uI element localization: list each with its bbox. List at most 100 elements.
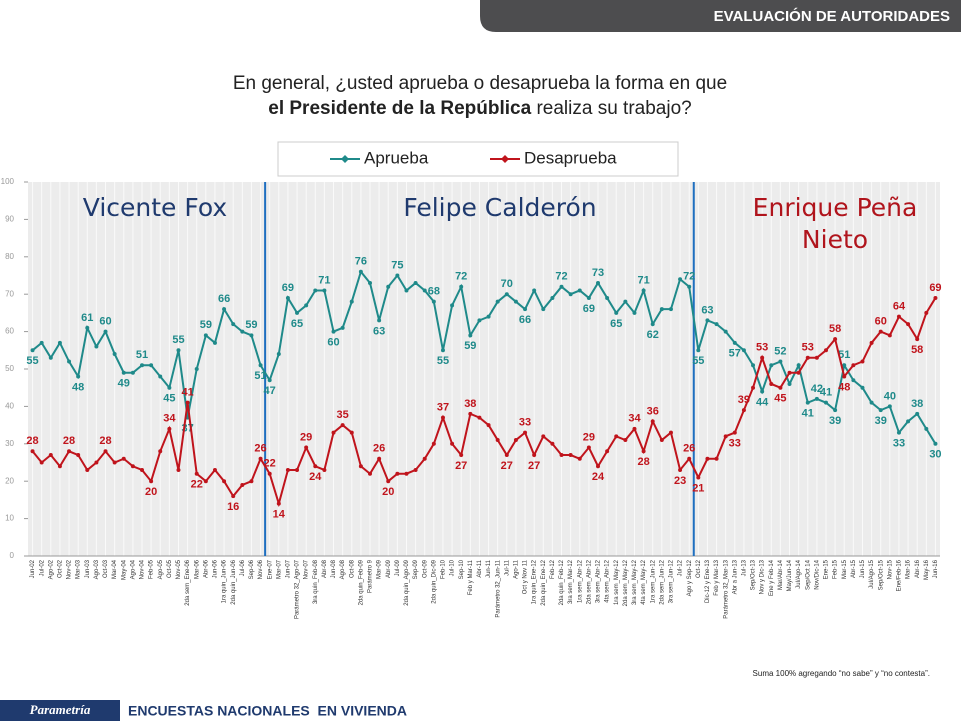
- point: [176, 467, 181, 472]
- data-label: 60: [875, 316, 887, 328]
- data-label: 62: [647, 329, 659, 341]
- point: [504, 292, 509, 297]
- series-line: [31, 269, 937, 445]
- point: [741, 408, 746, 413]
- x-tick-label: Sep/Oct 14: [805, 559, 811, 590]
- x-tick-label: Jun-07: [285, 559, 291, 578]
- x-tick-label: Jul/Ago-15: [869, 559, 875, 588]
- data-label: 41: [802, 408, 814, 420]
- point: [568, 292, 573, 297]
- point: [258, 456, 263, 461]
- x-tick-label: Ago-11: [513, 559, 519, 579]
- point: [896, 314, 901, 319]
- point: [769, 381, 774, 386]
- data-label: 72: [455, 271, 467, 283]
- data-label: 72: [555, 271, 567, 283]
- data-label: 14: [273, 509, 286, 521]
- data-label: 33: [519, 416, 531, 428]
- point: [906, 419, 911, 424]
- x-tick-label: Sep-06: [249, 559, 255, 579]
- x-tick-label: Feb y Mar-11: [468, 559, 474, 595]
- x-tick-label: 1ra quin_Ene-12: [532, 559, 538, 604]
- x-tick-label: Oct-02: [57, 559, 63, 578]
- point: [121, 370, 126, 375]
- data-label: 68: [428, 286, 440, 298]
- data-label: 65: [610, 318, 622, 330]
- data-label: 28: [637, 456, 649, 468]
- y-tick-label: 0: [10, 551, 15, 560]
- point: [431, 441, 436, 446]
- point: [760, 389, 765, 394]
- x-tick-label: Jun-02: [30, 559, 36, 578]
- data-label: 36: [647, 405, 659, 417]
- x-tick-label: Jul/Ago-14: [796, 559, 802, 588]
- data-label: 73: [592, 267, 604, 279]
- x-tick-label: Jul-13: [741, 559, 747, 576]
- x-tick-label: Nov-02: [67, 559, 73, 579]
- data-label: 59: [464, 340, 476, 352]
- point: [158, 449, 163, 454]
- legend-marker: [341, 155, 349, 163]
- point: [395, 471, 400, 476]
- x-tick-label: Oct-03: [103, 559, 109, 578]
- data-label: 22: [191, 479, 203, 491]
- point: [267, 471, 272, 476]
- point: [295, 310, 300, 315]
- point: [550, 441, 555, 446]
- point: [714, 322, 719, 327]
- point: [568, 453, 573, 458]
- x-tick-label: Nov-05: [176, 559, 182, 579]
- point: [322, 467, 327, 472]
- point: [358, 464, 363, 469]
- x-tick-label: 4ta sem_Abr-12: [605, 559, 611, 602]
- point: [559, 453, 564, 458]
- point: [194, 471, 199, 476]
- note: Suma 100% agregando “no sabe” y “no cont…: [753, 669, 930, 678]
- point: [258, 363, 263, 368]
- y-tick-label: 40: [5, 402, 14, 411]
- point: [896, 430, 901, 435]
- data-label: 58: [911, 344, 923, 356]
- data-label: 24: [309, 471, 322, 483]
- footer-brand: Parametría: [30, 702, 91, 717]
- point: [76, 374, 81, 379]
- data-label: 42: [811, 383, 823, 395]
- point: [249, 479, 254, 484]
- point: [641, 449, 646, 454]
- point: [57, 464, 62, 469]
- point: [30, 348, 35, 353]
- point: [285, 295, 290, 300]
- point: [824, 348, 828, 353]
- data-label: 69: [929, 282, 941, 294]
- point: [67, 359, 72, 364]
- x-tick-label: Sep-10: [459, 559, 465, 579]
- x-tick-label: Parámetro 32_Mar-13: [723, 559, 729, 618]
- x-tick-label: Ago y Sep-12: [687, 559, 693, 596]
- x-tick-label: Parámetro 9: [368, 559, 374, 593]
- data-label: 55: [26, 355, 38, 367]
- legend-label: Desaprueba: [524, 148, 617, 167]
- x-tick-label: Jun-16: [933, 559, 939, 578]
- point: [331, 430, 336, 435]
- point: [915, 337, 920, 342]
- x-tick-label: Oct-09: [422, 559, 428, 578]
- point: [586, 445, 591, 450]
- header-bar: [480, 0, 961, 32]
- point: [140, 467, 144, 472]
- x-tick-label: Ago-08: [340, 559, 346, 579]
- point: [933, 295, 938, 300]
- x-tick-label: Feb y Mar-13: [714, 559, 720, 595]
- x-tick-label: Nov-04: [140, 559, 146, 579]
- y-tick-label: 90: [5, 215, 14, 224]
- data-label: 26: [683, 443, 695, 455]
- point: [541, 307, 546, 312]
- x-tick-label: 2da quin_Feb-09: [358, 559, 364, 605]
- point: [103, 329, 108, 334]
- data-label: 27: [455, 460, 467, 472]
- point: [112, 352, 117, 357]
- point: [450, 441, 455, 446]
- data-label: 44: [756, 396, 769, 408]
- x-tick-label: 3ra quin_Feb-08: [313, 559, 319, 604]
- point: [860, 385, 865, 390]
